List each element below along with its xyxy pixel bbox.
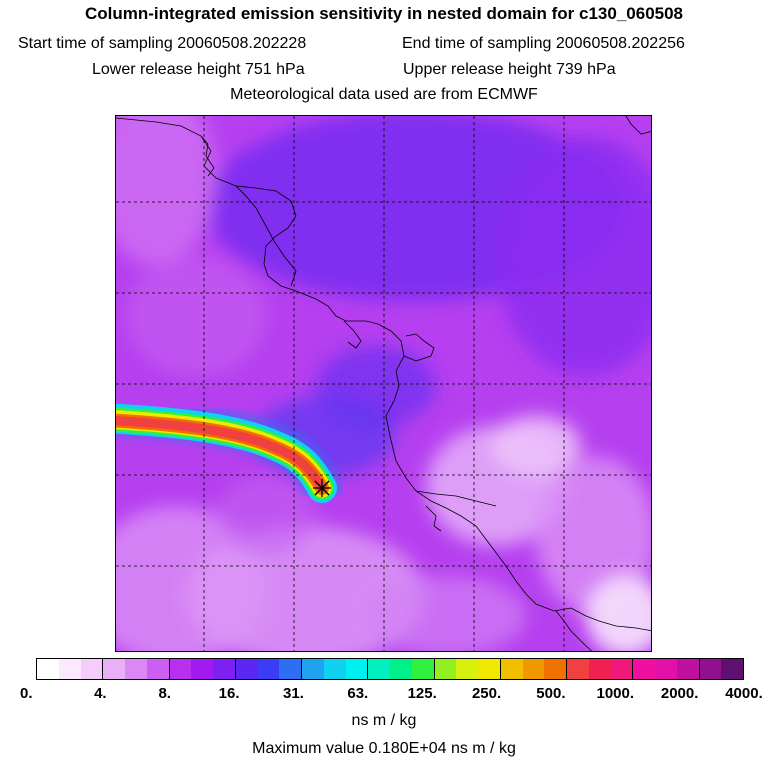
met-source-text: Meteorological data used are from ECMWF	[230, 86, 538, 103]
emission-plume	[116, 396, 342, 508]
colorbar	[36, 658, 744, 680]
release-site-star-icon	[313, 479, 331, 497]
lower-release-label: Lower release height	[92, 61, 241, 78]
colorbar-segment	[213, 659, 235, 679]
upper-release-value: 739 hPa	[556, 61, 616, 78]
colorbar-segment	[390, 659, 412, 679]
colorbar-segment	[478, 659, 500, 679]
start-time-label: Start time of sampling	[18, 35, 173, 52]
colorbar-segment	[588, 659, 611, 679]
colorbar-tick-label: 63.	[347, 685, 369, 702]
upper-release-label: Upper release height	[403, 61, 552, 78]
colorbar-tick-label: 16.	[218, 685, 240, 702]
colorbar-segment	[411, 659, 434, 679]
colorbar-segment	[80, 659, 103, 679]
colorbar-segment	[499, 659, 523, 679]
colorbar-segment	[433, 659, 457, 679]
colorbar-tick-label: 8.	[158, 685, 171, 702]
colorbar-segment	[323, 659, 346, 679]
colorbar-tick-label: 125.	[407, 685, 437, 702]
colorbar-segment	[676, 659, 699, 679]
colorbar-segment	[610, 659, 633, 679]
colorbar-segment	[102, 659, 125, 679]
end-time-line: End time of sampling 20060508.202256	[402, 35, 685, 53]
colorbar-segment	[522, 659, 545, 679]
colorbar-tick-label: 31.	[283, 685, 304, 702]
colorbar-segment	[37, 659, 59, 679]
coastlines	[116, 116, 651, 651]
colorbar-segment	[191, 659, 213, 679]
colorbar-segment	[234, 659, 258, 679]
upper-release-line: Upper release height 739 hPa	[403, 61, 616, 79]
maximum-value-line: Maximum value 0.180E+04 ns m / kg	[0, 740, 768, 758]
colorbar-segment	[279, 659, 301, 679]
colorbar-units: ns m / kg	[351, 712, 417, 729]
lower-release-value: 751 hPa	[245, 61, 305, 78]
colorbar-segment	[456, 659, 478, 679]
end-time-value: 20060508.202256	[555, 35, 685, 52]
maximum-value-label: Maximum value	[252, 740, 365, 757]
colorbar-segment	[721, 659, 743, 679]
plot-title: Column-integrated emission sensitivity i…	[84, 4, 684, 23]
end-time-label: End time of sampling	[402, 35, 552, 52]
colorbar-segment	[632, 659, 655, 679]
colorbar-segment	[146, 659, 169, 679]
colorbar-segment	[58, 659, 81, 679]
colorbar-tick-label: 1000.	[596, 685, 635, 702]
colorbar-tick-label: 250.	[471, 685, 502, 702]
colorbar-tick-label: 2000.	[660, 685, 699, 702]
colorbar-segment	[301, 659, 324, 679]
colorbar-segment	[345, 659, 368, 679]
colorbar-segment	[168, 659, 192, 679]
sensitivity-map	[115, 115, 652, 652]
maximum-value-value: 0.180E+04 ns m / kg	[368, 740, 516, 757]
colorbar-segment	[257, 659, 280, 679]
colorbar-segment	[544, 659, 566, 679]
colorbar-segment	[367, 659, 390, 679]
colorbar-tick-label: 0.	[20, 685, 33, 702]
colorbar-segment	[566, 659, 589, 679]
colorbar-tick-label: 4000.	[725, 685, 763, 702]
colorbar-segment	[698, 659, 722, 679]
start-time-line: Start time of sampling 20060508.202228	[18, 35, 306, 53]
lower-release-line: Lower release height 751 hPa	[92, 61, 305, 79]
map-svg	[116, 116, 651, 651]
colorbar-segment	[125, 659, 147, 679]
colorbar-segment	[655, 659, 677, 679]
colorbar-tick-label: 4.	[94, 685, 107, 702]
start-time-value: 20060508.202228	[177, 35, 307, 52]
colorbar-tick-label: 500.	[536, 685, 566, 702]
